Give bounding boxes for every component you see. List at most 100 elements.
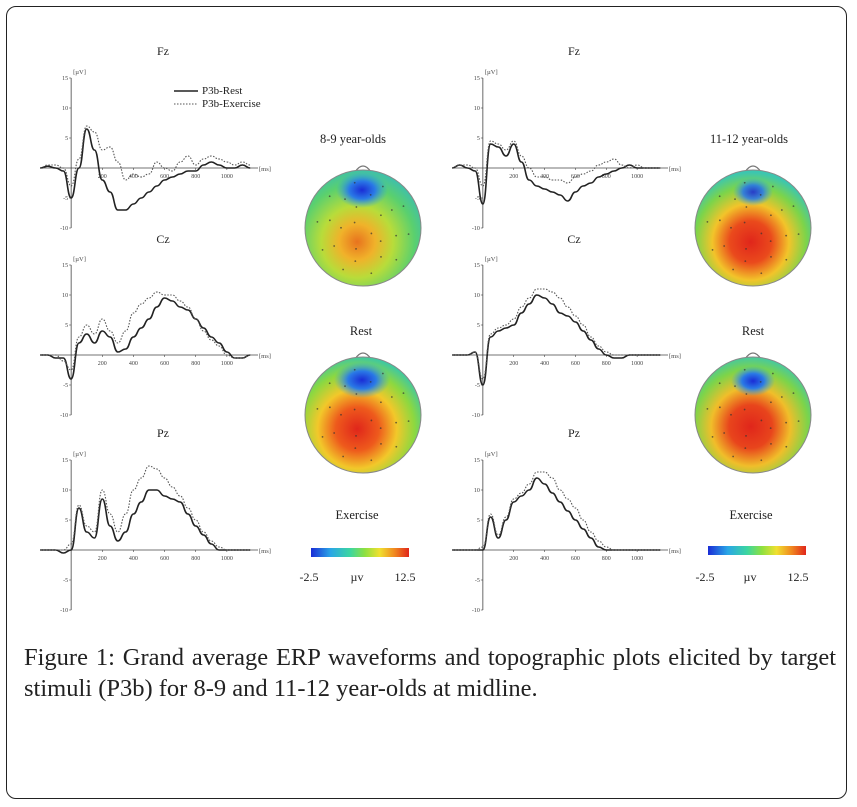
figure-caption: Figure 1: Grand average ERP waveforms an… (24, 642, 836, 704)
y-tick-label: 5 (477, 136, 480, 142)
x-axis-label: [ms] (669, 548, 681, 555)
y-tick-label: 5 (65, 323, 68, 329)
series-line-rest (40, 297, 251, 380)
x-tick-label: 400 (129, 361, 138, 367)
x-axis-label: [ms] (259, 166, 271, 173)
group-title-11-12: 11-12 year-olds (710, 132, 788, 146)
x-tick-label: 200 (509, 556, 518, 562)
scale-max-8-9: 12.5 (395, 570, 416, 584)
x-tick-label: 200 (509, 174, 518, 180)
topo-label-exercise-11-12: Exercise (729, 508, 772, 522)
erp-plot-11-12-pz: Pz [µV] [ms] 15 10 5 -5 -10 200 400 600 800 1000 (451, 426, 681, 614)
x-tick-label: 600 (160, 556, 169, 562)
x-tick-label: 400 (540, 361, 549, 367)
x-tick-label: 1000 (221, 556, 233, 562)
x-tick-label: 800 (191, 556, 200, 562)
plot-title: Cz (156, 232, 169, 246)
topomap-8-9-rest (304, 165, 422, 287)
y-tick-label: 15 (474, 263, 480, 269)
y-tick-label: -5 (475, 578, 480, 584)
y-tick-label: -10 (472, 413, 480, 419)
scale-min-11-12: -2.5 (696, 570, 715, 584)
y-axis-label: [µV] (73, 256, 86, 263)
y-tick-label: -5 (63, 578, 68, 584)
topo-label-exercise-8-9: Exercise (335, 508, 378, 522)
x-tick-label: 400 (540, 556, 549, 562)
y-axis-label: [µV] (485, 451, 498, 458)
y-tick-label: 5 (65, 518, 68, 524)
y-tick-label: 15 (62, 76, 68, 82)
series-line-exercise (451, 471, 661, 551)
y-tick-label: 10 (62, 488, 68, 494)
x-tick-label: 800 (191, 174, 200, 180)
y-tick-label: 10 (62, 293, 68, 299)
x-axis-label: [ms] (259, 353, 271, 360)
x-tick-label: 800 (191, 361, 200, 367)
legend-label-exercise: P3b-Exercise (202, 98, 261, 110)
x-tick-label: 200 (98, 174, 107, 180)
series-line-exercise (39, 465, 251, 551)
x-tick-label: 1000 (221, 361, 233, 367)
y-tick-label: 10 (62, 106, 68, 112)
topo-label-rest-11-12: Rest (742, 324, 765, 338)
y-tick-label: 10 (474, 293, 480, 299)
series-line-exercise (451, 140, 661, 187)
figure-canvas: Fz [µV] [ms] 15 10 5 -5 -10 200 400 600 800 1000 P3b-… (39, 44, 812, 614)
plot-title: Fz (568, 44, 580, 58)
erp-plot-8-9-pz: Pz [µV] [ms] 15 10 5 -5 -10 200 400 600 800 1000 (39, 426, 271, 614)
x-tick-label: 800 (602, 361, 611, 367)
legend-label-rest: P3b-Rest (202, 85, 242, 97)
y-tick-label: 10 (474, 488, 480, 494)
scale-max-11-12: 12.5 (788, 570, 809, 584)
y-tick-label: -5 (63, 196, 68, 202)
x-axis-label: [ms] (259, 548, 271, 555)
x-tick-label: 1000 (221, 174, 233, 180)
x-tick-label: 800 (602, 556, 611, 562)
y-tick-label: 15 (62, 263, 68, 269)
y-tick-label: -10 (472, 608, 480, 614)
x-tick-label: 400 (129, 556, 138, 562)
group-title-8-9: 8-9 year-olds (320, 132, 386, 146)
erp-plot-11-12-cz: Cz [µV] [ms] 15 10 5 -5 -10 200 400 600 800 1000 (452, 232, 681, 419)
y-axis-label: [µV] (73, 451, 86, 458)
y-axis-label: [µV] (485, 256, 498, 263)
topomap-11-12-exercise (694, 352, 812, 474)
y-tick-label: 10 (474, 106, 480, 112)
caption-text: Grand average ERP waveforms and topograp… (24, 644, 836, 702)
topomap-8-9-exercise (304, 352, 422, 474)
x-tick-label: 600 (571, 556, 580, 562)
y-axis-label: [µV] (485, 69, 498, 76)
x-tick-label: 1000 (631, 361, 643, 367)
topo-label-rest-8-9: Rest (350, 324, 373, 338)
x-tick-label: 600 (160, 361, 169, 367)
y-tick-label: -10 (60, 608, 68, 614)
series-line-rest (452, 294, 661, 386)
erp-plot-8-9-fz: Fz [µV] [ms] 15 10 5 -5 -10 200 400 600 800 1000 P3b-… (39, 44, 271, 232)
erp-plot-8-9-cz: Cz [µV] [ms] 15 10 5 -5 -10 200 400 600 800 1000 (40, 232, 271, 419)
scale-min-8-9: -2.5 (300, 570, 319, 584)
series-line-exercise (452, 288, 661, 380)
scale-unit-11-12: µv (744, 570, 757, 584)
plot-title: Fz (157, 44, 169, 58)
y-tick-label: -10 (472, 226, 480, 232)
y-tick-label: -5 (63, 383, 68, 389)
y-axis-label: [µV] (73, 69, 86, 76)
scale-unit-8-9: µv (351, 570, 364, 584)
y-tick-label: -10 (60, 413, 68, 419)
y-tick-label: 15 (474, 458, 480, 464)
y-tick-label: 5 (477, 323, 480, 329)
color-scale-8-9 (311, 548, 409, 557)
series-line-rest (39, 128, 251, 211)
x-tick-label: 800 (602, 174, 611, 180)
x-tick-label: 600 (160, 174, 169, 180)
plot-title: Pz (568, 426, 580, 440)
topomap-11-12-rest (694, 165, 812, 287)
y-tick-label: 5 (65, 136, 68, 142)
x-tick-label: 600 (571, 361, 580, 367)
x-tick-label: 200 (98, 556, 107, 562)
x-tick-label: 400 (129, 174, 138, 180)
y-tick-label: -5 (475, 196, 480, 202)
x-axis-label: [ms] (669, 353, 681, 360)
